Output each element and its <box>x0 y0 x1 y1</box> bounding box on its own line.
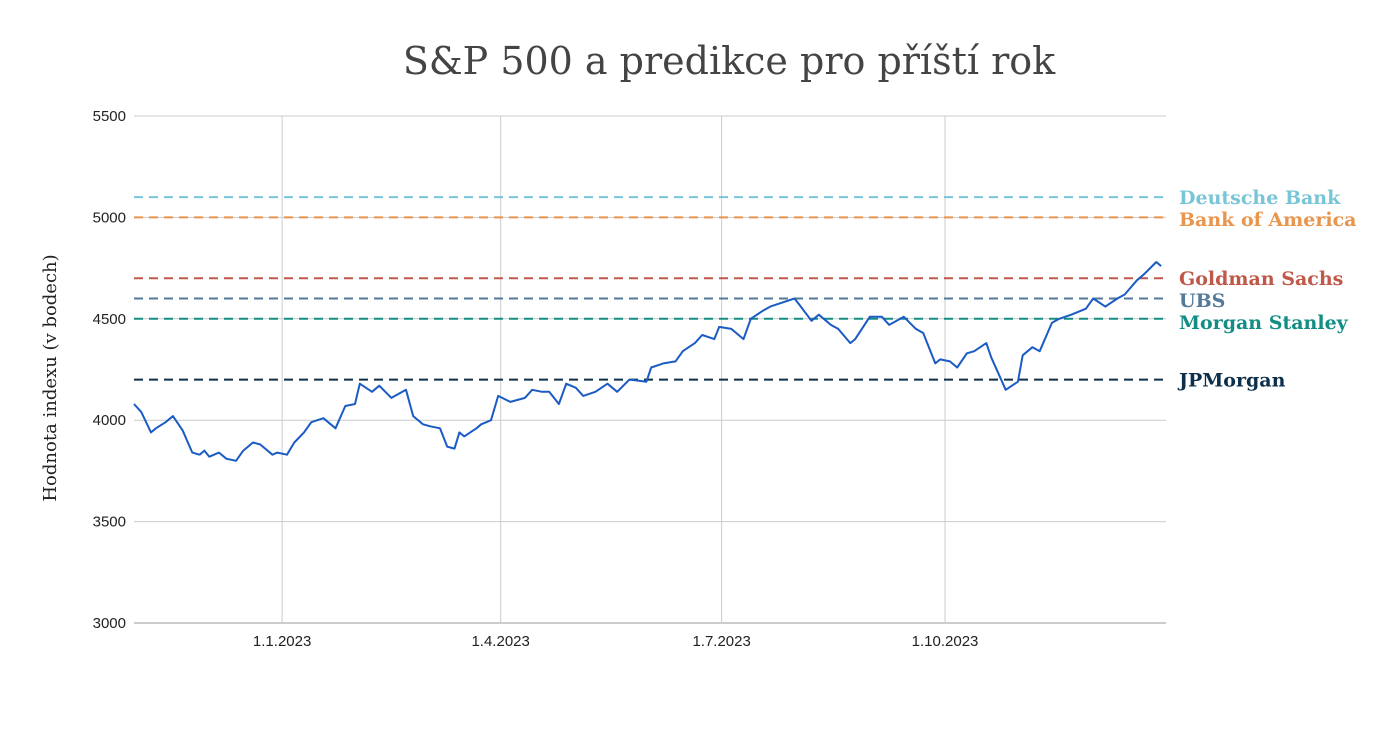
prediction-label: Bank of America <box>1179 209 1356 231</box>
chart-title: S&P 500 a predikce pro příští rok <box>403 39 1056 83</box>
sp500-line <box>133 261 1162 462</box>
x-tick-label: 1.7.2023 <box>692 633 750 650</box>
prediction-label: Deutsche Bank <box>1179 187 1341 209</box>
x-tick-label: 1.10.2023 <box>912 633 979 650</box>
reference-lines <box>134 196 1166 381</box>
prediction-label: JPMorgan <box>1177 370 1286 392</box>
x-tick-label: 1.1.2023 <box>253 633 311 650</box>
y-axis-label: Hodnota indexu (v bodech) <box>40 254 61 501</box>
y-tick-label: 4000 <box>93 412 126 429</box>
prediction-label: Goldman Sachs <box>1179 268 1343 290</box>
y-tick-label: 5500 <box>93 108 126 125</box>
x-axis-ticks: 1.1.2023 1.4.2023 1.7.2023 1.10.2023 <box>253 633 978 650</box>
series <box>133 261 1162 462</box>
x-tick-label: 1.4.2023 <box>471 633 529 650</box>
y-axis-ticks: 3000 3500 4000 4500 5000 5500 <box>93 108 126 632</box>
y-tick-label: 5000 <box>93 209 126 226</box>
y-tick-label: 3000 <box>93 615 126 632</box>
y-tick-label: 4500 <box>93 311 126 328</box>
y-tick-label: 3500 <box>93 514 126 531</box>
prediction-label: Morgan Stanley <box>1179 312 1349 334</box>
prediction-label: UBS <box>1179 290 1225 312</box>
